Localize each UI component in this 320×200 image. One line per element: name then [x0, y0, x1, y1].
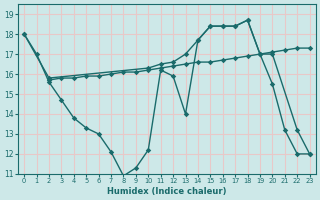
X-axis label: Humidex (Indice chaleur): Humidex (Indice chaleur): [107, 187, 227, 196]
